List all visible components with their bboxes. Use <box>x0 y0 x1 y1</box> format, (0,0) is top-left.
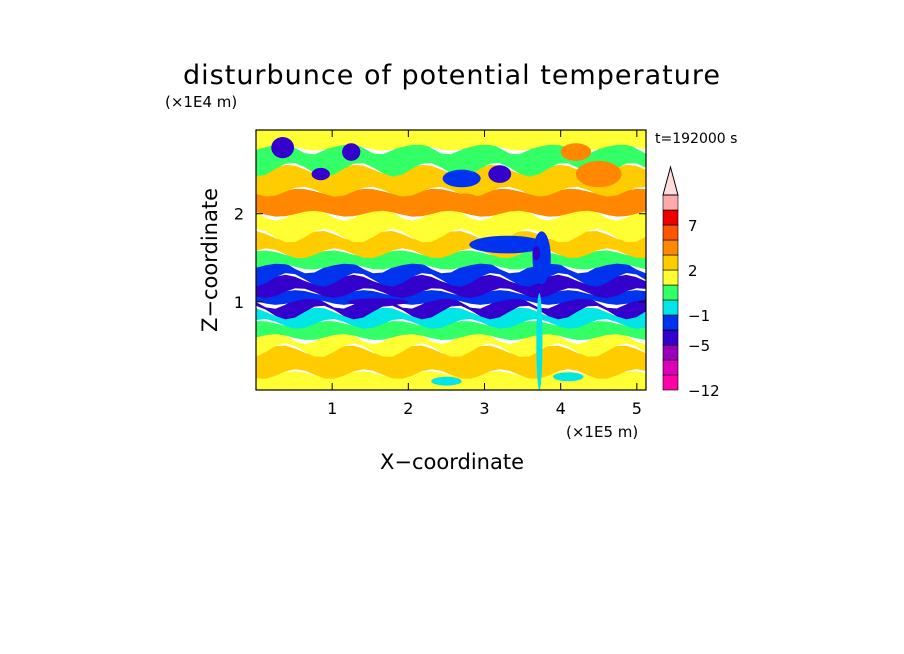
colorbar-extend-arrow <box>662 165 679 196</box>
colorbar-tick-label: 2 <box>688 262 698 280</box>
colorbar-swatch <box>662 239 679 256</box>
colorbar-swatch <box>662 254 679 271</box>
contour-layer <box>256 294 646 320</box>
contour-feature <box>553 372 584 382</box>
contour-layer <box>256 130 646 151</box>
colorbar-swatch <box>662 194 679 211</box>
contour-feature <box>532 231 551 285</box>
contour-layer <box>256 274 646 298</box>
colorbar-tick-label: −5 <box>688 337 710 355</box>
x-axis: 1 2 3 4 5 <box>327 130 642 418</box>
contour-layer <box>256 330 646 357</box>
contour-feature <box>271 137 295 159</box>
contour-feature <box>431 376 462 386</box>
x-unit-label: (×1E5 m) <box>566 423 638 441</box>
colorbar-swatch <box>662 224 679 241</box>
contour-feature <box>532 246 541 261</box>
contour-layer <box>256 307 646 329</box>
contour-feature <box>451 193 480 208</box>
colorbar-swatch <box>662 329 679 346</box>
time-label: t=192000 s <box>655 131 737 147</box>
colorbar-swatch <box>662 344 679 361</box>
contour-layer <box>256 207 646 243</box>
colorbar-tick-label: 7 <box>688 217 698 235</box>
contour-feature <box>342 143 361 161</box>
colorbar-swatch <box>662 269 679 286</box>
colorbar-swatch <box>662 359 679 376</box>
colorbar-swatch <box>662 284 679 301</box>
y-unit-label: (×1E4 m) <box>165 93 237 111</box>
colorbar-swatch <box>662 374 679 391</box>
contour-feature <box>536 293 543 390</box>
plot-area <box>256 130 646 390</box>
colorbar-tick-label: −12 <box>688 382 720 400</box>
contour-feature <box>469 235 546 254</box>
y-axis-label: Z−coordinate <box>198 188 222 332</box>
colorbar-swatch <box>662 209 679 226</box>
colorbar-swatch <box>662 314 679 331</box>
contour-feature <box>560 143 592 161</box>
plot-frame <box>255 129 647 391</box>
x-tick-label: 4 <box>556 399 566 418</box>
contour-layer <box>256 188 646 217</box>
y-tick-label: 1 <box>234 293 244 312</box>
y-tick-label: 2 <box>234 205 244 224</box>
contour-feature <box>575 160 622 188</box>
contour-layer <box>256 231 646 259</box>
x-tick-label: 1 <box>327 399 337 418</box>
contour-feature <box>488 165 512 183</box>
contour-feature <box>442 169 481 188</box>
contour-layer <box>256 321 646 340</box>
x-tick-label: 2 <box>403 399 413 418</box>
colorbar-swatch <box>662 299 679 316</box>
chart-title: disturbunce of potential temperature <box>183 60 721 91</box>
x-tick-label: 3 <box>479 399 489 418</box>
x-tick-label: 5 <box>632 399 642 418</box>
colorbar: 7 2 −1 −5 −12 <box>662 165 720 400</box>
x-axis-label: X−coordinate <box>380 450 524 474</box>
y-axis: 12 <box>234 205 646 312</box>
contour-feature <box>347 298 409 306</box>
contour-layer <box>256 345 646 379</box>
colorbar-tick-label: −1 <box>688 307 710 325</box>
contour-feature <box>311 167 330 181</box>
